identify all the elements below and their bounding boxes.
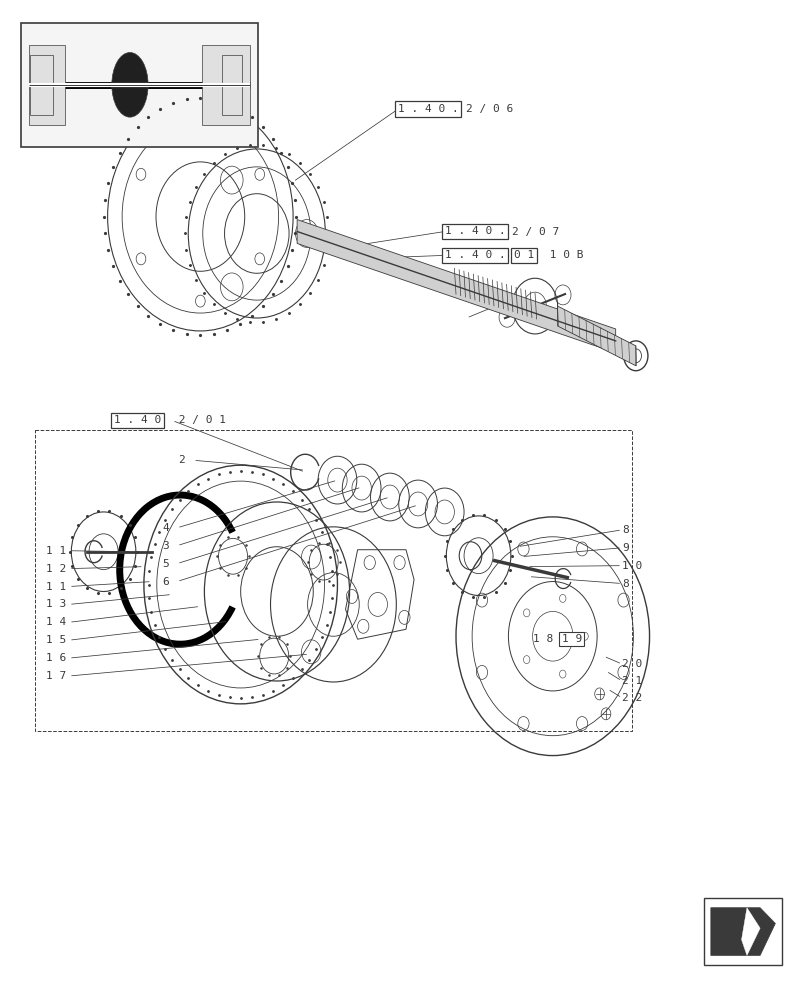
Text: 7: 7	[502, 298, 508, 308]
Polygon shape	[740, 908, 759, 955]
Text: 1 1: 1 1	[46, 582, 67, 592]
Text: 3: 3	[162, 541, 169, 551]
Text: 8: 8	[621, 579, 628, 589]
Text: 1 4: 1 4	[46, 617, 67, 627]
Text: 6: 6	[162, 577, 169, 587]
Bar	[222, 55, 242, 115]
Text: 1 . 4 0 .: 1 . 4 0 .	[444, 250, 504, 260]
Polygon shape	[710, 908, 775, 955]
Bar	[28, 45, 65, 125]
Text: 9: 9	[621, 543, 628, 553]
Text: 8: 8	[621, 525, 628, 535]
Text: 1 5: 1 5	[46, 635, 67, 645]
Ellipse shape	[112, 52, 148, 117]
Text: 1 9: 1 9	[561, 634, 581, 644]
Text: 5: 5	[162, 559, 169, 569]
Bar	[20, 23, 258, 147]
Text: 1 . 4 0 .: 1 . 4 0 .	[397, 104, 458, 114]
Text: 2 / 0 1: 2 / 0 1	[172, 415, 225, 425]
Text: 1 6: 1 6	[46, 653, 67, 663]
Text: 2 0: 2 0	[621, 659, 642, 669]
Bar	[202, 45, 250, 125]
Text: 1 0 B: 1 0 B	[543, 250, 583, 260]
Text: 1 9: 1 9	[561, 634, 581, 644]
Text: 1 3: 1 3	[46, 599, 67, 609]
Text: 1 8: 1 8	[533, 634, 553, 644]
Polygon shape	[297, 220, 615, 353]
Text: 2 2: 2 2	[621, 693, 642, 703]
Text: 0 1: 0 1	[513, 250, 534, 260]
Text: 1 . 4 0 .: 1 . 4 0 .	[444, 227, 504, 236]
Bar	[703, 898, 781, 965]
Text: 1 . 4 0: 1 . 4 0	[114, 415, 161, 425]
Text: 1 1: 1 1	[46, 546, 67, 556]
Polygon shape	[557, 306, 635, 366]
Text: 2 1: 2 1	[621, 676, 642, 686]
Text: 1 0: 1 0	[621, 561, 642, 571]
Text: 1 7: 1 7	[46, 671, 67, 681]
Bar	[30, 55, 53, 115]
Text: 4: 4	[162, 523, 169, 533]
Text: 2 / 0 6: 2 / 0 6	[466, 104, 513, 114]
Text: 1 2: 1 2	[46, 564, 67, 574]
Text: 2 / 0 7: 2 / 0 7	[512, 227, 559, 236]
Text: 2: 2	[178, 455, 185, 465]
